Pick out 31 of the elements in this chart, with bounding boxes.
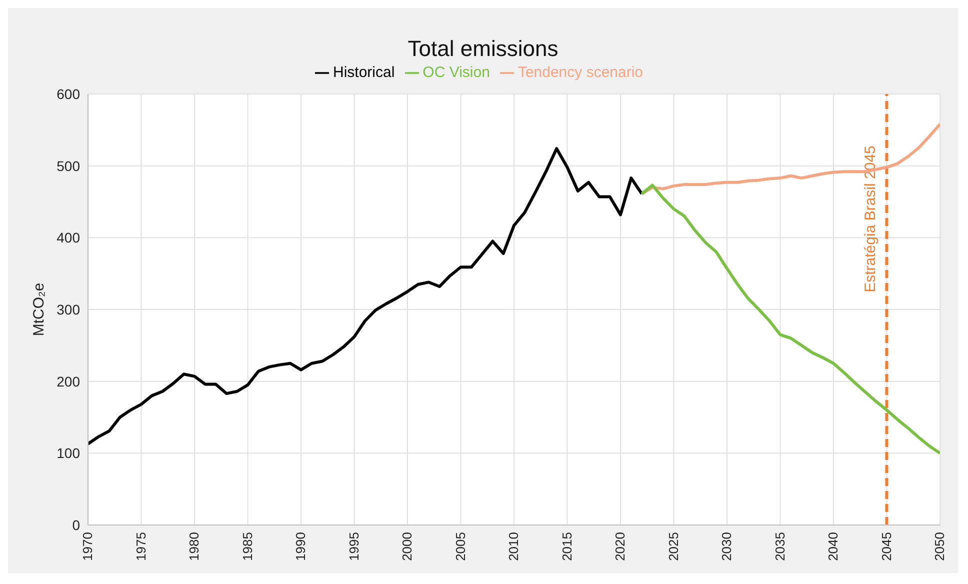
x-tick-label: 2030 (719, 532, 734, 561)
x-tick-label: 1990 (293, 532, 308, 561)
x-tick-label: 1970 (80, 532, 96, 561)
x-tick-label: 2010 (506, 532, 522, 561)
y-tick-label: 200 (56, 373, 80, 390)
y-tick-label: 500 (56, 158, 80, 174)
x-tick-label: 2025 (666, 532, 681, 561)
x-tick-label: 2020 (612, 532, 628, 561)
x-tick-label: 2040 (826, 532, 841, 561)
y-tick-label: 400 (56, 230, 80, 246)
x-tick-label: 1985 (240, 532, 255, 561)
x-tick-label: 2000 (400, 532, 415, 561)
y-tick-label: 0 (72, 516, 80, 533)
x-tick-label: 1995 (346, 532, 362, 561)
line-series (640, 184, 940, 455)
y-axis-title: MtCO₂e (30, 282, 48, 336)
legend-label: OC Vision (422, 64, 490, 81)
legend-label: Historical (332, 64, 395, 81)
y-tick-label: 300 (56, 301, 80, 318)
line-series (88, 147, 644, 446)
x-tick-label: 2005 (452, 532, 468, 561)
chart-title: Total emissions (408, 36, 558, 61)
x-tick-label: 2050 (932, 532, 948, 561)
x-tick-label: 2035 (772, 532, 788, 561)
x-tick-label: 2045 (878, 532, 894, 561)
legend-label: Tendency scenario (518, 64, 644, 81)
x-tick-label: 2015 (559, 532, 574, 561)
y-tick-label: 600 (56, 86, 80, 102)
x-tick-label: 1980 (186, 532, 202, 561)
x-tick-label: 1975 (133, 532, 148, 561)
y-tick-label: 100 (56, 445, 80, 462)
